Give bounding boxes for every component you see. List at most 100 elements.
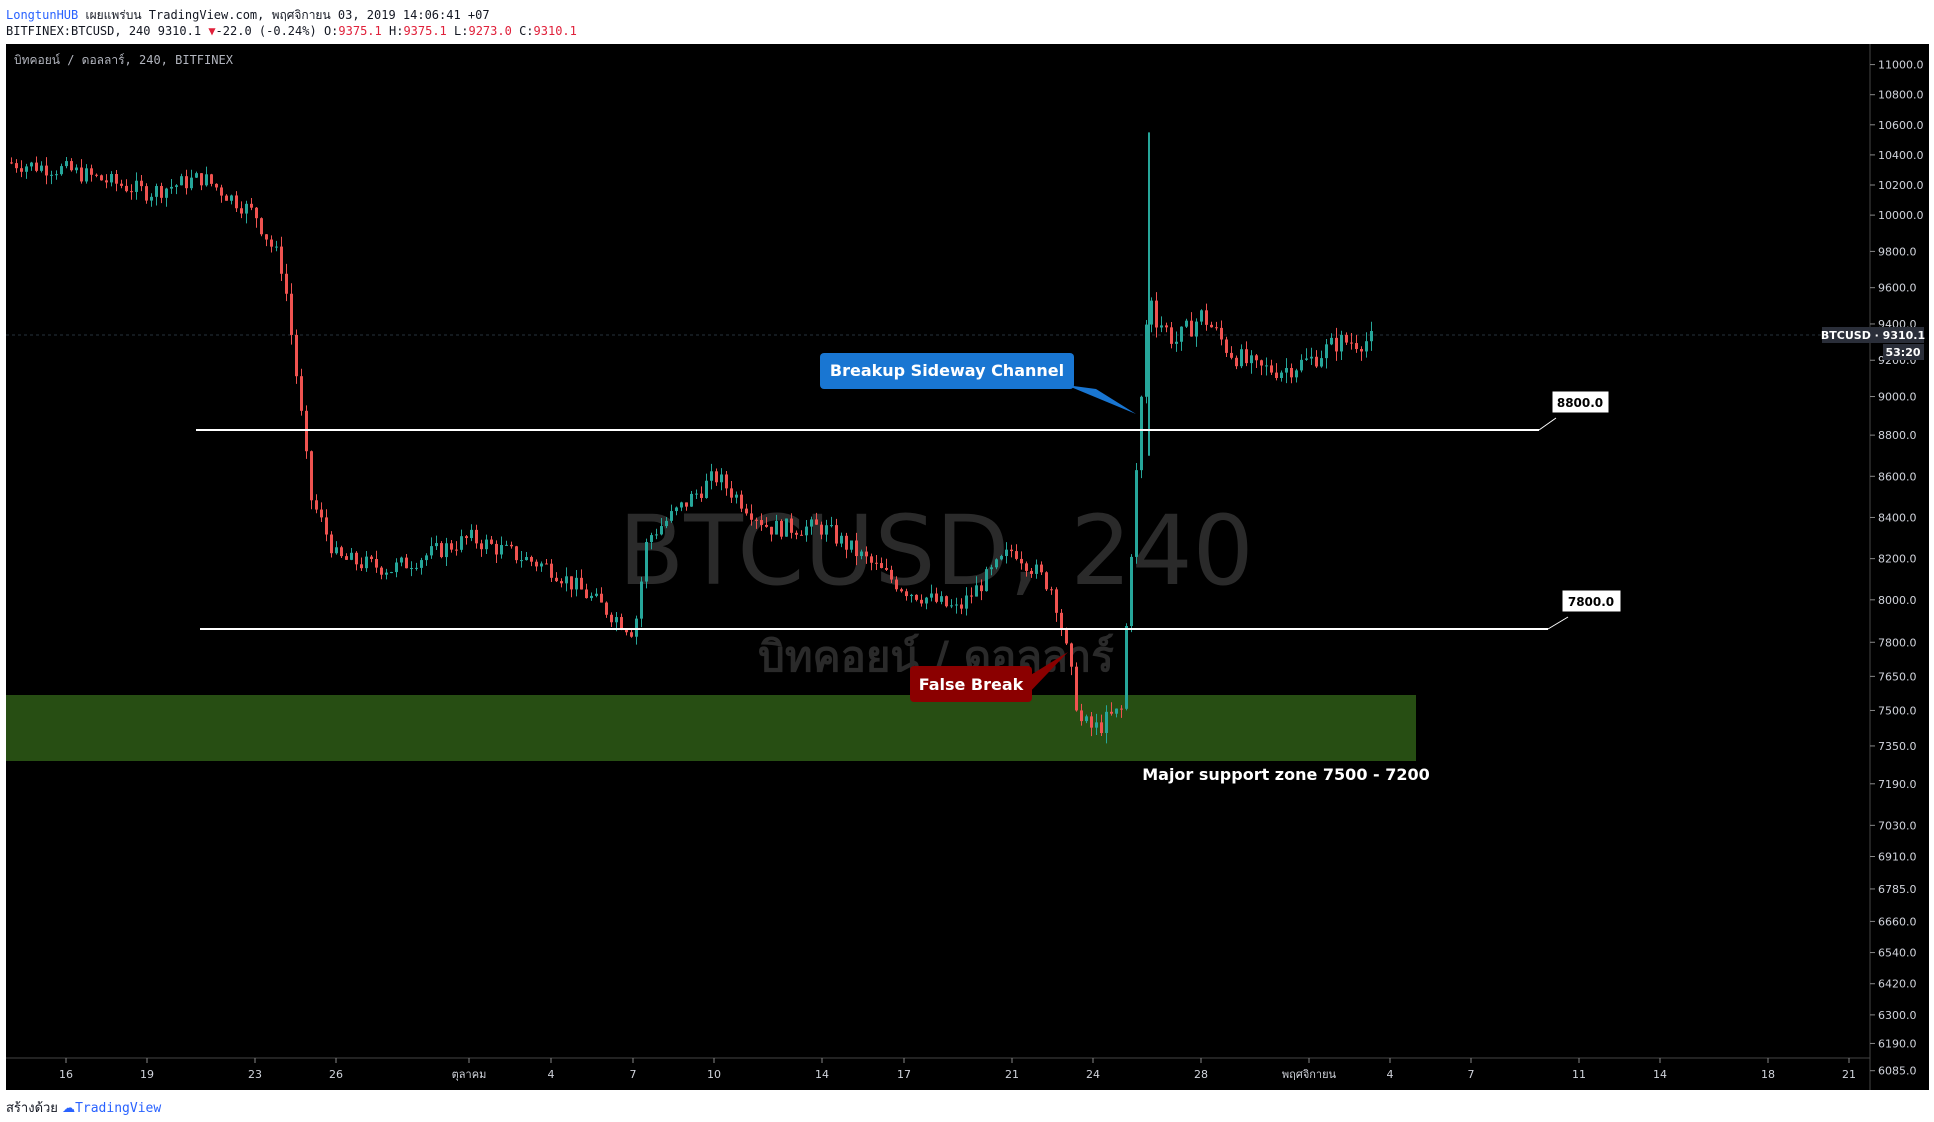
x-tick-label: 4 bbox=[548, 1068, 555, 1081]
candle-body bbox=[755, 519, 758, 521]
candle-body bbox=[725, 474, 728, 489]
candle-body bbox=[130, 191, 133, 193]
candle-body bbox=[125, 185, 128, 192]
candle-body bbox=[825, 525, 828, 535]
high-label: H: bbox=[388, 24, 404, 38]
candle-body bbox=[470, 529, 473, 539]
candle-body bbox=[225, 195, 228, 201]
price-chart[interactable]: BTCUSD, 240 บิทคอยน์ / ดอลลาร์ บิทคอยน์ … bbox=[6, 44, 1929, 1090]
candle-body bbox=[1240, 349, 1243, 367]
candle-body bbox=[1005, 549, 1008, 557]
candle-body bbox=[1200, 310, 1203, 322]
candle-body bbox=[900, 589, 903, 592]
price-axis[interactable]: 11000.0 10800.0 10600.0 10400.0 10200.0 10000… bbox=[1870, 59, 1924, 1078]
candle-body bbox=[210, 174, 213, 184]
candle-body bbox=[1035, 564, 1038, 574]
candle-body bbox=[40, 165, 43, 171]
candle-body bbox=[250, 203, 253, 208]
label-8800-box[interactable] bbox=[1551, 390, 1610, 414]
chart-title: บิทคอยน์ / ดอลลาร์, 240, BITFINEX bbox=[14, 53, 234, 67]
candle-body bbox=[1275, 372, 1278, 378]
candle-body bbox=[690, 493, 693, 507]
candle-body bbox=[235, 195, 238, 209]
x-tick-label: 21 bbox=[1005, 1068, 1019, 1081]
candle-body bbox=[770, 526, 773, 535]
candle-body bbox=[955, 604, 958, 606]
candle-body bbox=[965, 595, 968, 609]
candle-body bbox=[95, 174, 98, 176]
candle-body bbox=[930, 593, 933, 598]
candle-body bbox=[100, 175, 103, 181]
candle-body bbox=[325, 517, 328, 535]
candle-body bbox=[400, 557, 403, 563]
candle-body bbox=[260, 218, 263, 235]
x-tick-label: ตุลาคม bbox=[452, 1068, 487, 1081]
candle-body bbox=[780, 520, 783, 537]
label-7800-box[interactable] bbox=[1561, 589, 1622, 613]
candle-body bbox=[1115, 708, 1118, 714]
candle-body bbox=[220, 187, 223, 196]
x-tick-label: 24 bbox=[1086, 1068, 1100, 1081]
chart-area[interactable]: BTCUSD, 240 บิทคอยน์ / ดอลลาร์ บิทคอยน์ … bbox=[6, 44, 1929, 1090]
candle-body bbox=[310, 451, 313, 501]
candle-body bbox=[105, 180, 108, 183]
candle-body bbox=[990, 567, 993, 570]
candle-body bbox=[1075, 666, 1078, 711]
candle-body bbox=[775, 520, 778, 535]
candle-body bbox=[970, 595, 973, 597]
candle-body bbox=[1245, 349, 1248, 364]
candle-body bbox=[1040, 564, 1043, 573]
candle-body bbox=[620, 617, 623, 630]
candle-body bbox=[140, 180, 143, 187]
candle-body bbox=[90, 168, 93, 175]
false-break-callout-box[interactable] bbox=[910, 666, 1032, 702]
candle-body bbox=[950, 605, 953, 607]
x-tick-label: 28 bbox=[1194, 1068, 1208, 1081]
time-axis[interactable]: 16 19 23 26 ตุลาคม 4 7 10 14 17 21 24 28 พฤศจิกายน 4 7 1… bbox=[59, 1058, 1856, 1081]
label-8800-text: 8800.0 bbox=[1557, 396, 1603, 410]
candle-body bbox=[615, 617, 618, 623]
candle-body bbox=[1315, 356, 1318, 367]
candle-body bbox=[380, 567, 383, 575]
candle-body bbox=[785, 518, 788, 537]
candle-body bbox=[290, 293, 293, 335]
candle-body bbox=[145, 186, 148, 201]
breakup-callout-box[interactable] bbox=[820, 353, 1074, 389]
candle-body bbox=[1290, 368, 1293, 378]
x-tick-label: 16 bbox=[59, 1068, 73, 1081]
candle-body bbox=[630, 632, 633, 637]
false-break-callout-text: False Break bbox=[919, 675, 1024, 694]
x-tick-label: 21 bbox=[1842, 1068, 1856, 1081]
candle-body bbox=[835, 525, 838, 544]
candle-body bbox=[430, 546, 433, 556]
candle-body bbox=[790, 518, 793, 533]
y-tick-label: 7350.0 bbox=[1878, 740, 1917, 753]
x-tick-label: พฤศจิกายน bbox=[1282, 1068, 1337, 1081]
author-link[interactable]: LongtunHUB bbox=[6, 8, 79, 22]
candle-body bbox=[740, 494, 743, 509]
candle-body bbox=[1060, 612, 1063, 630]
candle-body bbox=[750, 513, 753, 520]
candle-body bbox=[645, 541, 648, 582]
candle-body bbox=[1080, 710, 1083, 722]
candle-body bbox=[730, 488, 733, 498]
candle-body bbox=[915, 594, 918, 600]
x-tick-label: 14 bbox=[1653, 1068, 1667, 1081]
down-triangle-icon: ▼ bbox=[208, 24, 216, 38]
candle-body bbox=[525, 557, 528, 561]
candle-body bbox=[1030, 570, 1033, 574]
candle-body bbox=[810, 519, 813, 527]
candle-body bbox=[925, 597, 928, 604]
tradingview-link[interactable]: TradingView bbox=[75, 1101, 162, 1116]
candle-body bbox=[180, 176, 183, 186]
symbol-legend: BITFINEX:BTCUSD, 240 9310.1 ▼-22.0 (-0.2… bbox=[6, 24, 577, 38]
candle-body bbox=[275, 246, 278, 248]
y-tick-label: 6190.0 bbox=[1878, 1037, 1917, 1050]
created-with-label: สร้างด้วย bbox=[6, 1101, 58, 1116]
x-tick-label: 4 bbox=[1387, 1068, 1394, 1081]
candle-body bbox=[1210, 324, 1213, 328]
candle-body bbox=[320, 509, 323, 518]
candle-body bbox=[335, 547, 338, 554]
y-tick-label: 9600.0 bbox=[1878, 282, 1917, 295]
countdown-tag bbox=[1883, 344, 1924, 360]
